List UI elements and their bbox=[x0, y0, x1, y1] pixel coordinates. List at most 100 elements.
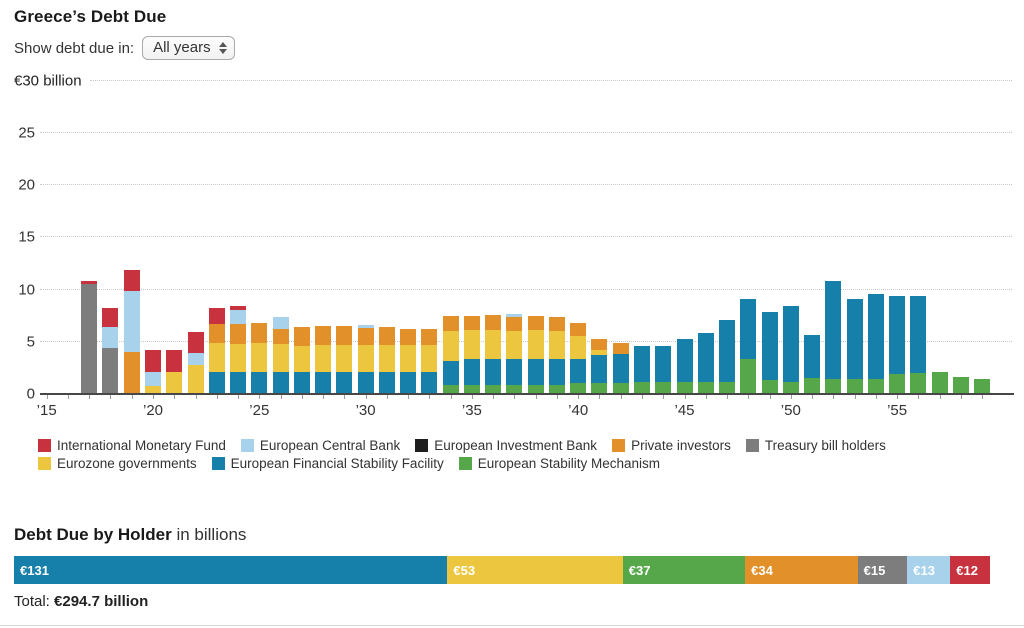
segment-efsf bbox=[655, 346, 672, 382]
segment-esm bbox=[633, 381, 650, 393]
bar-2051[interactable] bbox=[804, 334, 821, 393]
segment-imf bbox=[102, 308, 119, 328]
bar-2050[interactable] bbox=[782, 306, 799, 393]
year-tick bbox=[960, 395, 962, 399]
bar-2043[interactable] bbox=[633, 346, 650, 393]
bar-2058[interactable] bbox=[952, 377, 969, 393]
segment-imf bbox=[123, 269, 140, 291]
year-tick bbox=[450, 395, 452, 399]
bar-2055[interactable] bbox=[889, 295, 906, 393]
bar-2045[interactable] bbox=[676, 338, 693, 393]
bar-2052[interactable] bbox=[825, 281, 842, 393]
bar-2017[interactable] bbox=[81, 281, 98, 393]
segment-esm bbox=[889, 374, 906, 393]
bar-2056[interactable] bbox=[910, 295, 927, 393]
legend-row-1: International Monetary Fund European Cent… bbox=[38, 438, 998, 453]
segment-efsf bbox=[548, 358, 565, 385]
segment-imf bbox=[187, 332, 204, 354]
bar-2025[interactable] bbox=[251, 323, 268, 393]
y-axis-label-0: 0 bbox=[26, 385, 35, 403]
bar-2048[interactable] bbox=[740, 298, 757, 393]
holder-segment-treasury: €15 bbox=[857, 556, 908, 584]
bar-2033[interactable] bbox=[421, 329, 438, 393]
segment-esm bbox=[825, 379, 842, 393]
segment-efsf bbox=[910, 295, 927, 374]
bar-2047[interactable] bbox=[719, 319, 736, 393]
bar-2020[interactable] bbox=[145, 350, 161, 393]
bar-2046[interactable] bbox=[697, 333, 714, 393]
bar-2024[interactable] bbox=[230, 306, 247, 393]
segment-eurozone bbox=[187, 364, 204, 393]
bar-2019[interactable] bbox=[123, 269, 140, 393]
y-axis-label-10: 10 bbox=[18, 281, 35, 298]
year-tick bbox=[110, 395, 112, 399]
bar-2036[interactable] bbox=[485, 314, 502, 393]
bar-2027[interactable] bbox=[293, 327, 310, 393]
year-tick bbox=[323, 395, 325, 399]
segment-private bbox=[123, 352, 140, 393]
segment-efsf bbox=[421, 372, 438, 393]
segment-esm bbox=[463, 384, 480, 393]
segment-efsf bbox=[442, 360, 459, 385]
segment-efsf bbox=[230, 372, 247, 393]
legend-label-ecb: European Central Bank bbox=[259, 438, 401, 453]
bar-2023[interactable] bbox=[208, 308, 225, 393]
segment-private bbox=[463, 315, 480, 331]
bar-2030[interactable] bbox=[357, 325, 374, 393]
bar-2029[interactable] bbox=[336, 326, 353, 393]
y-axis-label-5: 5 bbox=[26, 333, 35, 351]
bar-2022[interactable] bbox=[187, 332, 204, 393]
x-axis-label: ’20 bbox=[142, 402, 164, 419]
year-select[interactable]: All years bbox=[142, 36, 235, 60]
year-tick bbox=[727, 395, 729, 399]
holder-segment-private: €34 bbox=[745, 556, 858, 584]
bar-2057[interactable] bbox=[931, 372, 948, 393]
segment-efsf bbox=[378, 372, 395, 393]
year-tick bbox=[493, 395, 495, 399]
segment-esm bbox=[867, 379, 884, 393]
segment-private bbox=[548, 316, 565, 332]
segment-imf bbox=[166, 350, 183, 373]
bar-2034[interactable] bbox=[442, 315, 459, 393]
segment-efsf bbox=[719, 319, 736, 382]
segment-esm bbox=[612, 382, 629, 393]
bar-2038[interactable] bbox=[527, 315, 544, 393]
bar-2041[interactable] bbox=[591, 338, 608, 393]
segment-efsf bbox=[293, 372, 310, 393]
x-axis-label: ’40 bbox=[568, 402, 589, 419]
year-tick bbox=[386, 395, 388, 399]
segment-esm bbox=[506, 384, 523, 393]
bar-2049[interactable] bbox=[761, 311, 778, 393]
year-tick bbox=[514, 395, 516, 399]
segment-ecb bbox=[272, 316, 289, 330]
bar-2026[interactable] bbox=[272, 316, 289, 393]
gridline-30 bbox=[90, 79, 1012, 81]
bar-2032[interactable] bbox=[400, 329, 417, 393]
bar-2044[interactable] bbox=[655, 346, 672, 393]
segment-eurozone bbox=[230, 343, 247, 373]
year-tick bbox=[46, 395, 48, 399]
bar-2053[interactable] bbox=[846, 298, 863, 393]
bar-2040[interactable] bbox=[570, 323, 587, 393]
bar-2059[interactable] bbox=[974, 379, 991, 393]
bar-2018[interactable] bbox=[102, 308, 119, 393]
segment-private bbox=[293, 327, 310, 346]
debt-due-stacked-bar-chart: 25 20 15 10 5 0 €30 billion ’15 ’20 ’25 ’30 ’35 ’40 ’… bbox=[0, 60, 1024, 420]
bar-2028[interactable] bbox=[315, 326, 332, 393]
year-tick bbox=[705, 395, 707, 399]
segment-efsf bbox=[400, 372, 417, 393]
bar-2037[interactable] bbox=[506, 313, 523, 393]
legend-item-efsf: European Financial Stability Facility bbox=[211, 456, 444, 471]
bar-2035[interactable] bbox=[463, 315, 480, 393]
filter-label: Show debt due in: bbox=[14, 39, 135, 57]
bar-2042[interactable] bbox=[612, 342, 629, 393]
legend-item-eib: European Investment Bank bbox=[415, 438, 597, 453]
x-axis-label: ’45 bbox=[674, 402, 695, 419]
bar-2031[interactable] bbox=[378, 327, 395, 393]
bar-2021[interactable] bbox=[166, 350, 183, 393]
segment-private bbox=[336, 326, 353, 345]
bar-2039[interactable] bbox=[548, 316, 565, 393]
year-tick bbox=[556, 395, 558, 399]
bar-2054[interactable] bbox=[867, 293, 884, 393]
segment-private bbox=[208, 324, 225, 343]
